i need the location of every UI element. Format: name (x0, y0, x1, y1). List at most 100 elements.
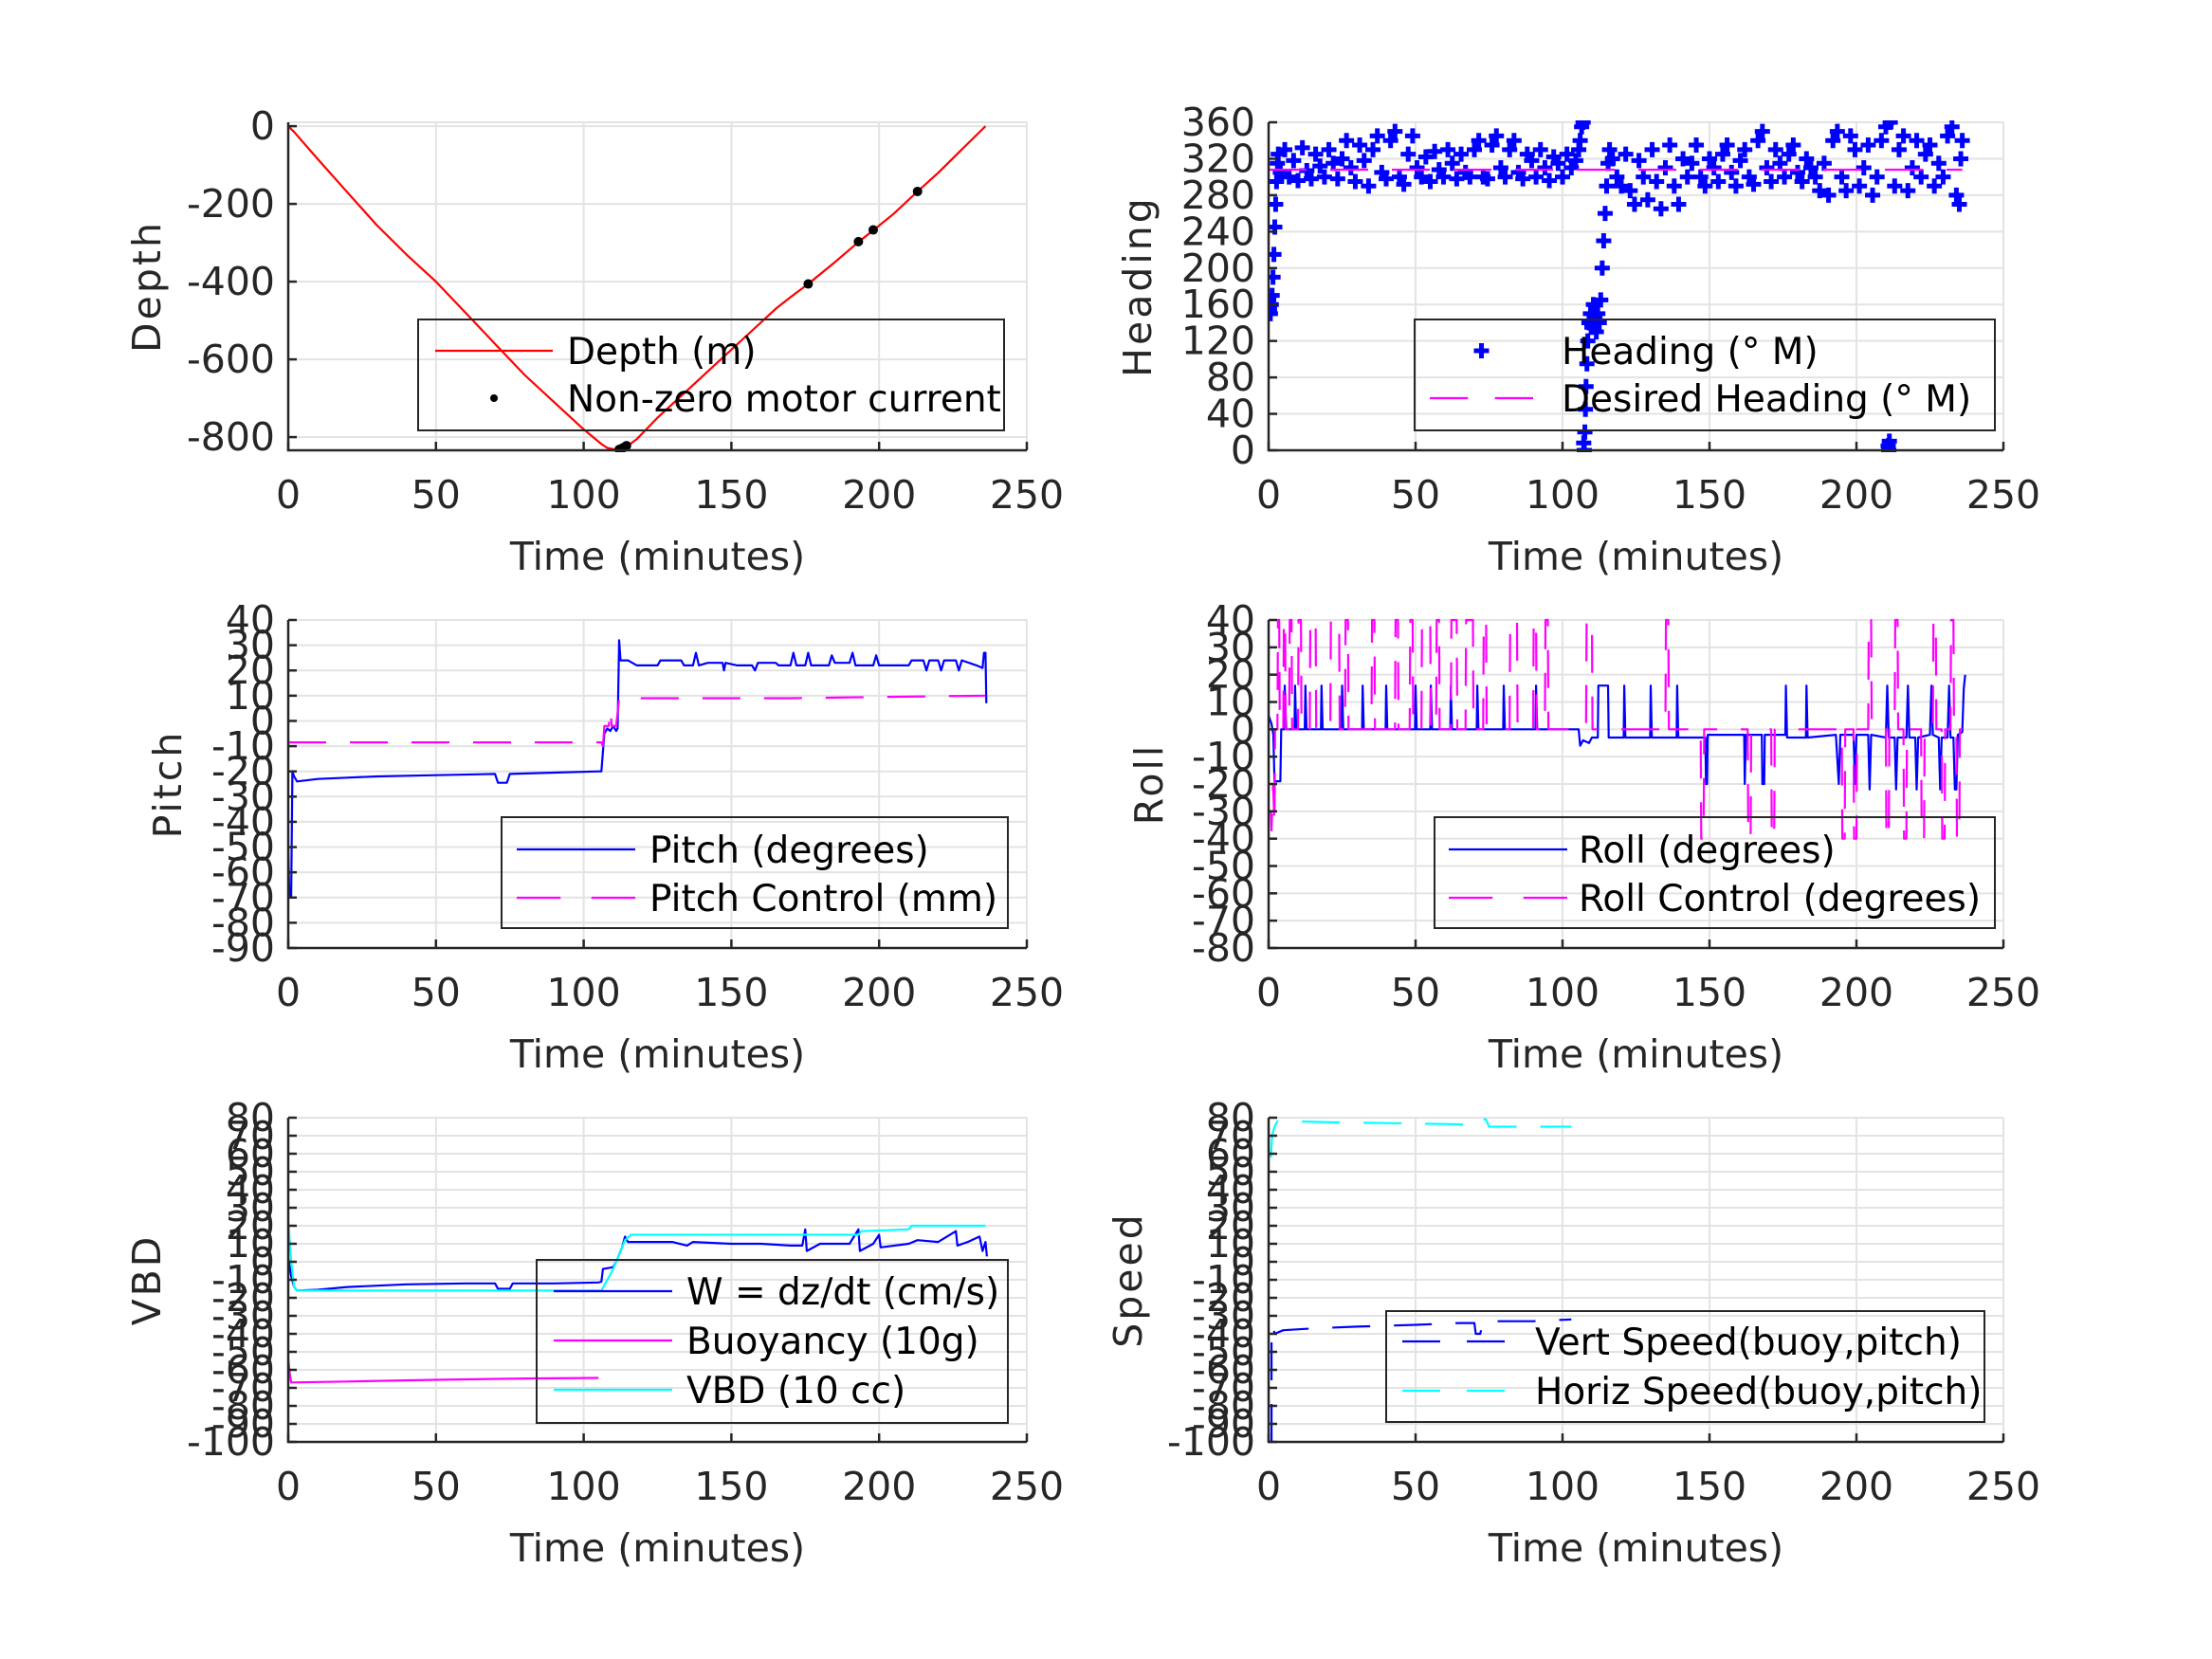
y-tick-label: 40 (226, 1167, 275, 1212)
x-tick-label: 50 (1391, 970, 1440, 1015)
x-tick-label: 150 (1673, 472, 1746, 518)
y-tick-label: 80 (226, 1095, 275, 1140)
x-tick-label: 0 (1256, 970, 1281, 1015)
heading-ylabel: Heading (1115, 195, 1161, 377)
x-tick-label: 0 (1256, 1464, 1281, 1509)
legend-box (501, 816, 1009, 929)
y-tick-label: 20 (1206, 1203, 1255, 1249)
heading-series-0-marker (1599, 178, 1615, 194)
heading-series-0-marker (1639, 191, 1655, 208)
heading-series-0-marker (1666, 178, 1682, 194)
y-tick-label: 0 (1231, 706, 1255, 752)
vbd-grid (287, 1117, 1028, 1443)
y-tick-label: -90 (1192, 1401, 1255, 1447)
x-tick-label: 100 (546, 472, 620, 518)
heading-series-0-marker (1940, 128, 1956, 144)
heading-series-0-marker (1948, 187, 1965, 203)
heading-series-0-marker (1904, 160, 1920, 176)
y-tick-label: 40 (1206, 1167, 1255, 1212)
heading-series-0-marker (1657, 160, 1673, 176)
depth-axes: 0 50 100 150 200 250 0 -200 -400 -600 -800 (187, 103, 1064, 518)
roll-series-0-line (1269, 674, 1966, 791)
heading-series-0-marker (1506, 133, 1522, 149)
vbd-series-1-line (288, 1358, 599, 1384)
depth-series-1-dot (803, 279, 814, 289)
x-tick-label: 0 (276, 1464, 301, 1509)
heading-series-0-marker (1578, 401, 1594, 417)
heading-series-0-marker (1524, 153, 1540, 169)
x-tick-label: 0 (1256, 472, 1281, 518)
x-tick-label: 0 (276, 472, 301, 518)
heading-series-0-marker (1435, 169, 1452, 185)
roll-axes: 0 50 100 150 200 250403020100-10-20-30-40-50-… (1192, 597, 2040, 1015)
heading-series-0-marker (1662, 137, 1678, 154)
pitch-grid (287, 619, 1028, 949)
y-tick-label: -50 (1192, 1329, 1255, 1375)
pitch-xlabel: Time (minutes) (509, 1031, 805, 1077)
legend-box (417, 319, 1005, 431)
subplot-speed: 0 50 100 150 200 25080706050403020100-10-20-3… (1106, 1095, 2040, 1571)
heading-series-0-marker (1444, 155, 1460, 172)
heading-series-0-marker (1618, 146, 1634, 162)
y-tick-label: -30 (1192, 789, 1255, 834)
heading-series-0-marker (1550, 155, 1566, 172)
y-tick-label: 20 (226, 647, 275, 693)
depth-ylabel: Depth (124, 220, 170, 353)
heading-series-0-marker (1277, 141, 1293, 157)
heading-series-0-marker (1909, 133, 1925, 149)
x-tick-label: 100 (1526, 472, 1600, 518)
heading-series-0-marker (1675, 151, 1691, 167)
heading-series-0-marker (1767, 141, 1783, 157)
y-tick-label: 20 (226, 1203, 275, 1249)
y-tick-label: -100 (187, 1419, 275, 1465)
speed-plot-area (1270, 1118, 1572, 1442)
x-tick-label: 150 (1673, 970, 1746, 1015)
x-tick-label: 250 (990, 472, 1064, 518)
y-tick-label: -80 (1192, 1383, 1255, 1429)
heading-series-0-marker (1935, 169, 1951, 185)
heading-series-0-marker (1653, 201, 1669, 217)
legend-entry-label: VBD (10 cc) (686, 1370, 905, 1413)
y-tick-label: -800 (187, 414, 275, 460)
heading-series-0-marker (1325, 155, 1342, 172)
y-tick-label: 120 (1181, 319, 1255, 364)
heading-series-0-marker (1816, 155, 1832, 172)
heading-series-0-marker (1794, 173, 1810, 190)
x-tick-label: 150 (694, 970, 768, 1015)
y-tick-label: 280 (1181, 173, 1255, 218)
heading-series-0-marker (1449, 171, 1465, 187)
heading-series-0-marker (1891, 141, 1907, 157)
heading-series-0-marker (1609, 169, 1625, 185)
heading-series-0-marker (1588, 324, 1604, 340)
y-tick-label: 0 (1231, 1239, 1255, 1285)
heading-series-0-marker (1404, 128, 1420, 144)
heading-series-0-marker (1737, 141, 1753, 157)
y-tick-label: 0 (250, 698, 275, 743)
heading-series-0-marker (1785, 137, 1801, 154)
heading-series-0-marker (1710, 173, 1727, 190)
x-tick-label: 250 (1966, 970, 2040, 1015)
heading-series-0-marker (1869, 169, 1885, 185)
heading-series-0-marker (1692, 169, 1709, 185)
heading-series-0-marker (1343, 160, 1359, 176)
vbd-axes: 0 50 100 150 200 25080706050403020100-10-20-3… (187, 1095, 1064, 1509)
speed-legend: Vert Speed(buoy,pitch) Horiz Speed(buoy,p… (1385, 1310, 1985, 1423)
heading-series-0-marker (1954, 133, 1970, 149)
legend-entry-label: Pitch Control (mm) (649, 878, 997, 921)
heading-series-0-marker (1339, 133, 1355, 149)
x-tick-label: 150 (694, 472, 768, 518)
y-tick-label: 30 (226, 623, 275, 668)
heading-series-0-marker (1596, 232, 1612, 248)
heading-series-0-marker (1272, 164, 1289, 180)
heading-series-0-marker (1944, 120, 1960, 135)
depth-series-1-dot (912, 186, 923, 196)
heading-series-0-marker (1750, 133, 1766, 149)
depth-xlabel: Time (minutes) (509, 534, 805, 579)
heading-series-0-marker (1594, 260, 1610, 276)
legend-entry-label: Depth (m) (567, 331, 757, 374)
legend-entry-label: Buoyancy (10g) (686, 1321, 979, 1363)
pitch-ylabel: Pitch (145, 730, 191, 839)
y-tick-label: -80 (1192, 925, 1255, 971)
